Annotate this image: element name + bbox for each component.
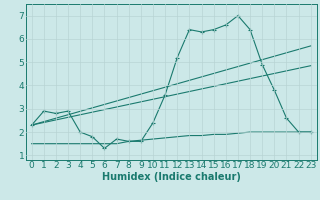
- X-axis label: Humidex (Indice chaleur): Humidex (Indice chaleur): [102, 172, 241, 182]
